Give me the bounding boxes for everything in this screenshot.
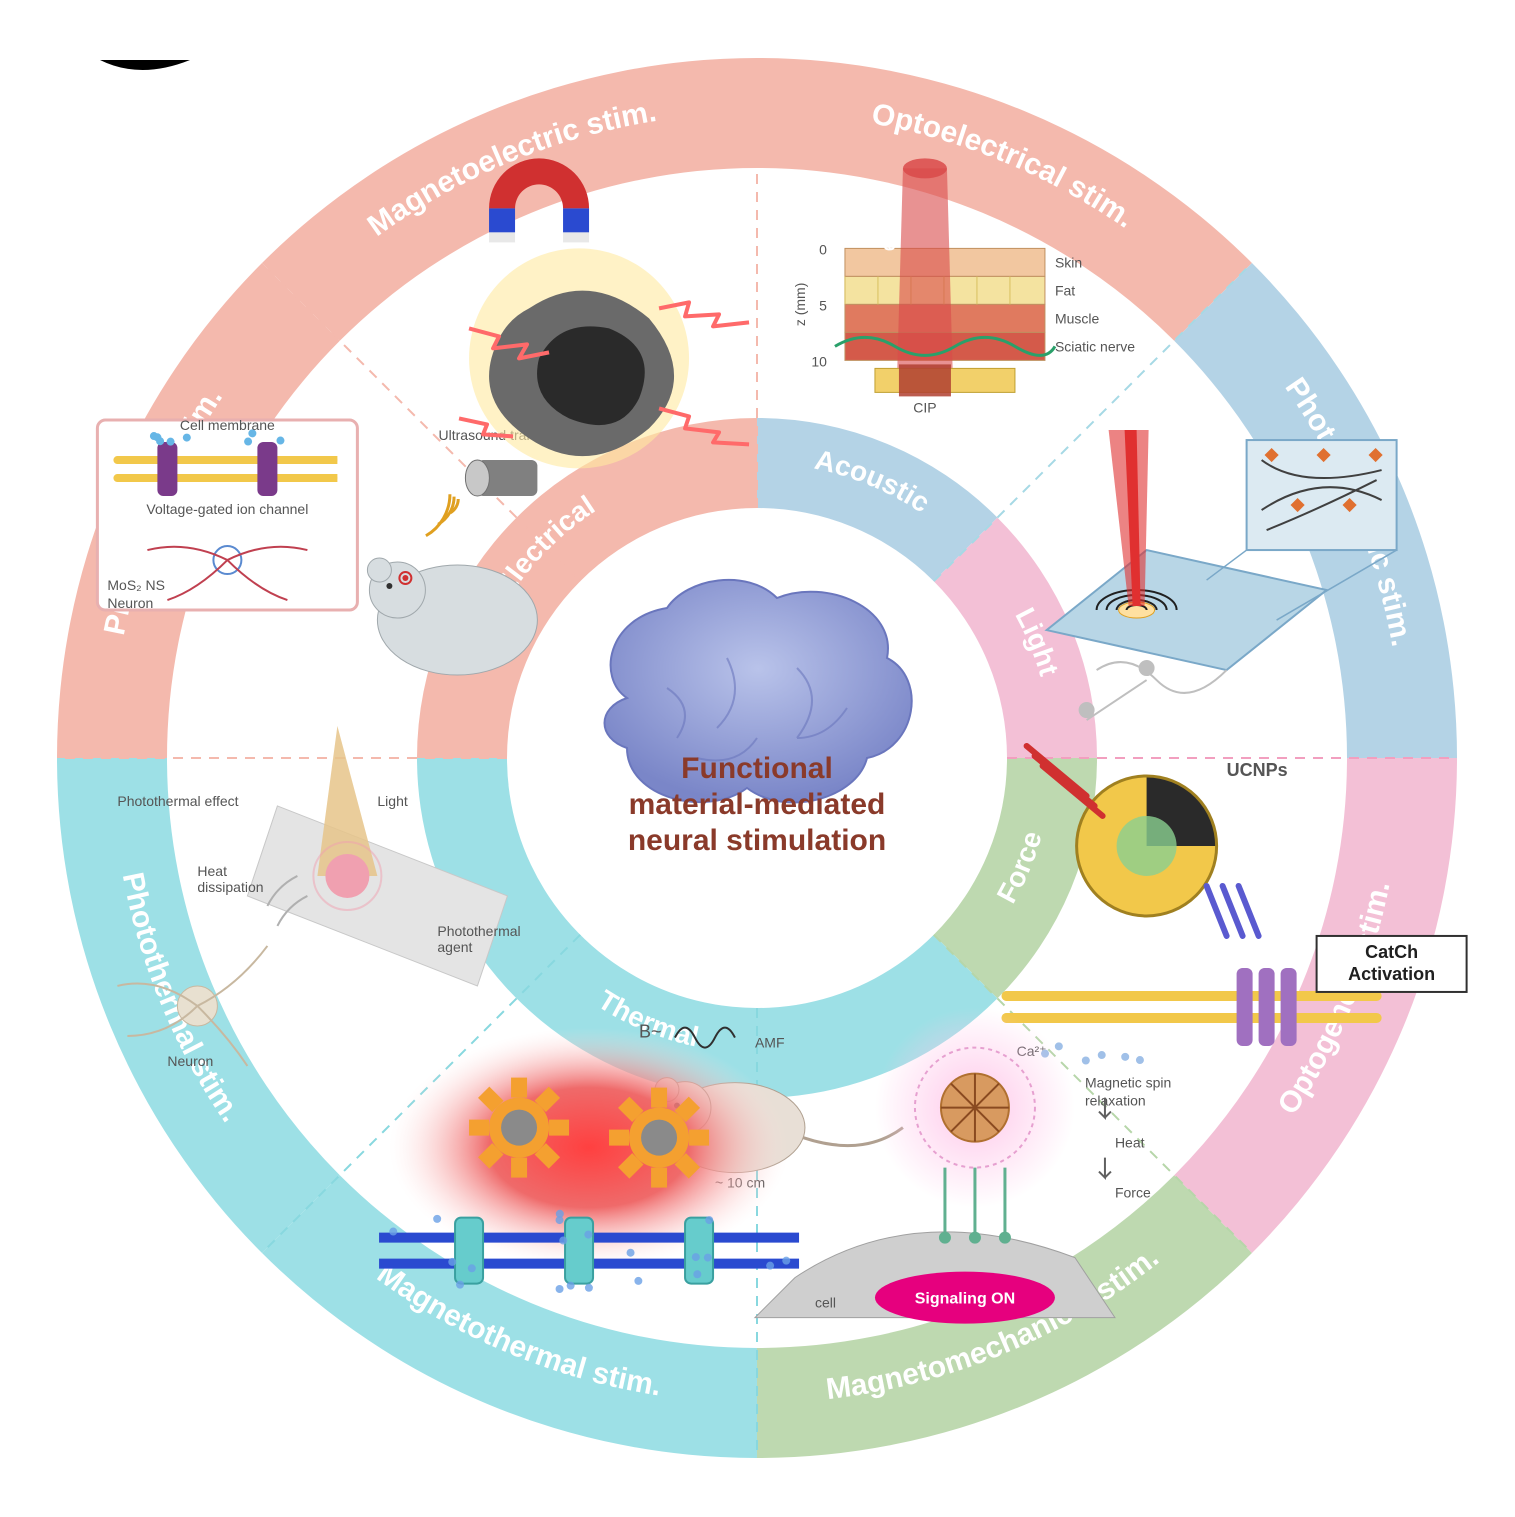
agent-label: agent <box>437 939 472 955</box>
pt-effect-label: Photothermal effect <box>117 793 238 809</box>
mos2-label: MoS₂ NS <box>107 577 165 593</box>
tissue-label: Fat <box>1055 282 1075 298</box>
cell-label: cell <box>815 1295 836 1311</box>
amf-label: AMF <box>755 1035 785 1051</box>
ucnp-label: UCNPs <box>1227 760 1288 780</box>
force-label: Force <box>1115 1185 1151 1201</box>
agent-label: Photothermal <box>437 923 520 939</box>
heat-label: Heat <box>1115 1135 1145 1151</box>
signaling-label: Signaling ON <box>915 1291 1015 1308</box>
pt-agent <box>325 854 369 898</box>
neuron-label: Neuron <box>167 1053 213 1069</box>
heat-label: dissipation <box>197 879 263 895</box>
b-label: B~ <box>639 1022 662 1042</box>
ion-channel <box>157 442 177 496</box>
laser-beam <box>897 168 953 380</box>
channel <box>565 1218 593 1284</box>
z-tick: 0 <box>819 241 827 257</box>
catch-label: Activation <box>1348 964 1435 984</box>
tissue-label: Skin <box>1055 254 1082 270</box>
channel-label: Voltage-gated ion channel <box>146 501 308 517</box>
center-title-line: neural stimulation <box>628 824 886 857</box>
heat-label: Heat <box>197 863 227 879</box>
relax-label: Magnetic spin <box>1085 1075 1171 1091</box>
channel <box>455 1218 483 1284</box>
membrane-label: Cell membrane <box>180 417 275 433</box>
center-title-line: material-mediated <box>629 788 886 821</box>
film <box>1047 550 1327 670</box>
neuron-label: Neuron <box>107 595 153 611</box>
cip-label: CIP <box>913 399 936 415</box>
ion-channel <box>257 442 277 496</box>
relax-label: relaxation <box>1085 1093 1146 1109</box>
light-label: Light <box>377 793 407 809</box>
wavelength-label: 638 nm <box>882 196 899 251</box>
z-tick: 10 <box>811 353 827 369</box>
catch-label: CatCh <box>1365 942 1418 962</box>
center-title-line: Functional <box>681 752 833 785</box>
diagram-svg: Optoelectrical stim.Photoacoustic stim.O… <box>0 0 1515 1517</box>
tissue-label: Muscle <box>1055 310 1100 326</box>
z-axis-label: z (mm) <box>792 283 808 327</box>
z-tick: 5 <box>819 297 827 313</box>
light-cone <box>317 726 377 876</box>
tissue-label: Sciatic nerve <box>1055 338 1135 354</box>
